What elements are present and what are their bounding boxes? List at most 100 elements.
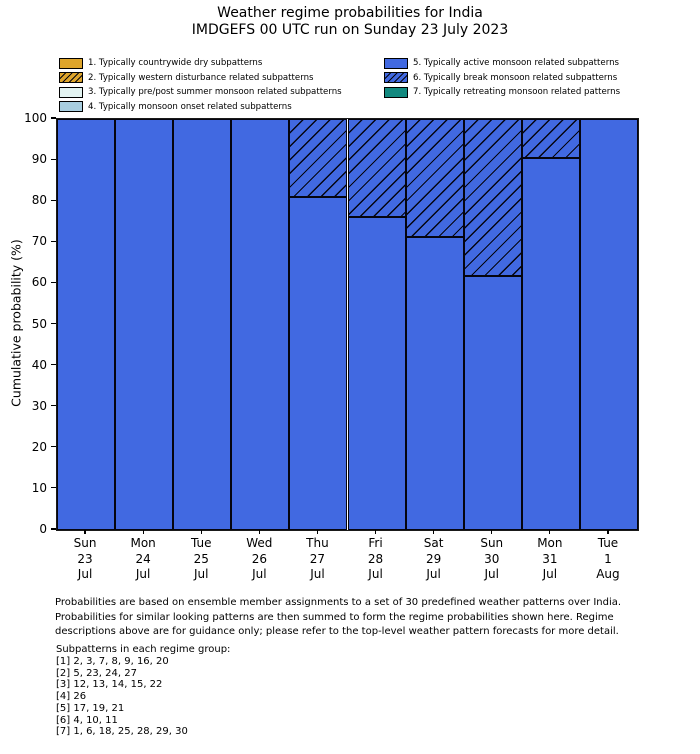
x-tick-label-date: 28 [367, 551, 384, 566]
y-tick-mark [51, 405, 56, 407]
y-tick-label: 0 [39, 522, 47, 536]
y-tick-label: 100 [24, 111, 47, 125]
subpattern-group: [2] 5, 23, 24, 27 [56, 667, 137, 679]
x-tick-mark [491, 530, 493, 534]
bar-segment [347, 216, 406, 530]
x-tick-label: Sun 30 Jul [462, 536, 522, 583]
x-tick-label-month: Aug [596, 567, 620, 581]
subpatterns-list: [1] 2, 3, 7, 8, 9, 16, 20 [2] 5, 23, 24, … [56, 656, 188, 738]
plot-area [56, 118, 639, 531]
y-tick-label: 40 [31, 357, 47, 372]
x-tick-label: Sun 23 Jul [55, 536, 115, 583]
y-tick-mark [51, 240, 56, 242]
legend-item: 4. Typically monsoon onset related subpa… [59, 100, 342, 115]
chart-title: Weather regime probabilities for India [217, 5, 483, 21]
x-tick-label-day: Mon [130, 536, 156, 550]
x-tick-label-day: Sun [480, 536, 504, 550]
x-tick-label-month: Jul [542, 567, 558, 581]
y-tick-label: 90 [31, 152, 47, 167]
y-tick-label: 10 [31, 480, 47, 495]
legend-column-left: 1. Typically countrywide dry subpatterns… [59, 56, 342, 114]
legend-swatch-icon [384, 86, 408, 98]
legend-swatch-icon [59, 101, 83, 113]
x-tick-mark [374, 530, 377, 534]
legend-item: 2. Typically western disturbance related… [59, 71, 342, 86]
legend-item-label: 1. Typically countrywide dry subpatterns [88, 58, 263, 69]
x-tick-label-month: Jul [368, 567, 383, 581]
x-tick-mark [200, 530, 202, 534]
subpattern-group: [4] 26 [56, 691, 87, 703]
x-tick-label-month: Jul [310, 567, 325, 581]
x-tick-label: Mon 31 Jul [520, 536, 580, 583]
x-tick-label: Sat 29 Jul [404, 536, 464, 583]
legend-swatch-icon [59, 57, 83, 69]
x-tick-label-day: Thu [306, 536, 329, 550]
x-tick-label-date: 26 [251, 551, 267, 566]
x-tick-label-day: Sat [423, 536, 444, 550]
bar-segment [173, 119, 232, 530]
legend-item-label: 2. Typically western disturbance related… [88, 72, 314, 83]
legend-item-label: 7. Typically retreating monsoon related … [413, 87, 621, 98]
bar-segment [405, 119, 464, 237]
x-tick-mark [607, 530, 609, 534]
x-tick-label: Fri 28 Jul [346, 536, 406, 583]
y-tick-label: 80 [31, 193, 47, 208]
x-tick-label-date: 25 [193, 551, 209, 566]
legend-swatch-icon [384, 72, 408, 84]
y-tick-label: 20 [31, 439, 47, 454]
y-tick-label: 50 [31, 316, 47, 331]
bar-segment [115, 119, 174, 530]
subpatterns-heading: Subpatterns in each regime group: [56, 644, 231, 655]
x-tick-mark [433, 530, 435, 534]
bar-segment [231, 119, 290, 530]
legend-swatch-icon [384, 57, 408, 69]
bar-segment [579, 119, 638, 530]
x-tick-mark [549, 530, 551, 534]
x-tick-mark [316, 530, 319, 534]
y-tick-label: 60 [31, 275, 47, 290]
subpattern-group: [3] 12, 13, 14, 15, 22 [56, 679, 163, 691]
bar-segment [463, 275, 522, 530]
x-tick-label: Wed 26 Jul [229, 536, 289, 583]
x-tick-label-day: Tue [597, 536, 619, 550]
legend-swatch-icon [59, 86, 83, 98]
x-tick-label-day: Tue [191, 536, 212, 550]
x-tick-label-month: Jul [484, 567, 499, 581]
legend-item-label: 3. Typically pre/post summer monsoon rel… [88, 87, 342, 98]
y-tick-mark [51, 446, 56, 448]
subpattern-group: [1] 2, 3, 7, 8, 9, 16, 20 [56, 656, 169, 667]
x-tick-mark [142, 530, 144, 534]
x-tick-label-date: 27 [309, 551, 326, 566]
x-tick-label-month: Jul [426, 567, 441, 581]
y-tick-mark [51, 281, 56, 283]
legend-item: 7. Typically retreating monsoon related … [384, 85, 620, 100]
legend-item-label: 5. Typically active monsoon related subp… [413, 58, 620, 69]
x-tick-mark [84, 530, 86, 534]
bar-segment [289, 119, 348, 198]
x-tick-label-month: Jul [77, 567, 93, 581]
bar-segment [57, 119, 116, 530]
y-tick-label: 70 [31, 234, 47, 249]
legend-item-label: 4. Typically monsoon onset related subpa… [88, 101, 292, 112]
footnote: Probabilities are based on ensemble memb… [55, 596, 621, 640]
y-tick-label: 30 [31, 398, 47, 413]
y-tick-mark [51, 528, 56, 530]
x-tick-label-date: 29 [426, 551, 442, 566]
bar-segment [347, 119, 406, 217]
x-tick-label-date: 31 [542, 551, 558, 566]
x-tick-label-date: 1 [604, 551, 612, 566]
bar-segment [521, 158, 580, 530]
bar-segment [521, 119, 580, 159]
y-tick-mark [51, 117, 56, 119]
x-tick-label: Tue 25 Jul [171, 536, 231, 583]
footnote-line: descriptions above are for guidance only… [55, 626, 619, 638]
x-tick-label-day: Sun [73, 536, 97, 550]
x-tick-label-month: Jul [252, 567, 267, 581]
legend-column-right: 5. Typically active monsoon related subp… [384, 56, 620, 100]
x-tick-mark [258, 530, 260, 534]
legend-swatch-icon [59, 72, 83, 84]
chart-subtitle: IMDGEFS 00 UTC run on Sunday 23 July 202… [191, 22, 509, 38]
legend-item: 3. Typically pre/post summer monsoon rel… [59, 85, 342, 100]
y-tick-mark [51, 487, 56, 489]
